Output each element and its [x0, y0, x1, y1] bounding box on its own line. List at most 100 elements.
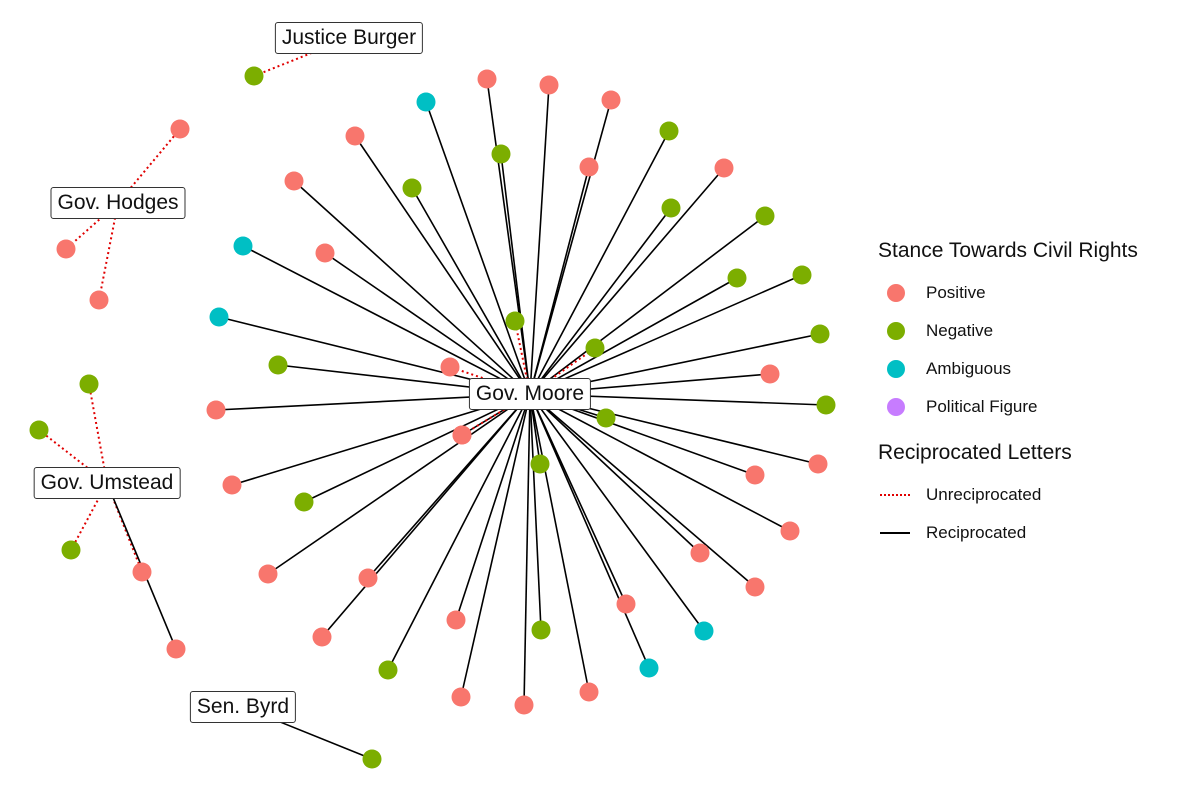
- node-positive: [440, 357, 460, 377]
- node-ambiguous: [416, 92, 436, 112]
- edge-unreciprocated-hodges: [98, 202, 119, 301]
- edge-reciprocated-moore: [242, 245, 531, 395]
- legend-item-negative: Negative: [878, 312, 1138, 350]
- node-positive: [579, 157, 599, 177]
- node-layer: [29, 66, 836, 769]
- legend-item-unreciprocated: Unreciprocated: [878, 476, 1138, 514]
- edge-reciprocated-moore: [425, 101, 531, 395]
- node-negative: [491, 144, 511, 164]
- node-positive: [745, 465, 765, 485]
- legend-item-positive: Positive: [878, 274, 1138, 312]
- legend-item-political: Political Figure: [878, 388, 1138, 426]
- edge-reciprocated-moore: [529, 130, 670, 395]
- hub-label-burger: Justice Burger: [274, 22, 424, 54]
- node-negative: [29, 420, 49, 440]
- legend-item-ambiguous: Ambiguous: [878, 350, 1138, 388]
- node-negative: [294, 492, 314, 512]
- edge-unreciprocated-moore: [529, 347, 596, 395]
- edge-reciprocated-moore: [293, 180, 531, 395]
- legend-label-positive: Positive: [926, 283, 986, 302]
- node-positive: [284, 171, 304, 191]
- edge-reciprocated-moore: [529, 167, 725, 395]
- edge-reciprocated-moore: [324, 252, 531, 395]
- node-positive: [170, 119, 190, 139]
- legend-label-unreciprocated: Unreciprocated: [926, 485, 1042, 504]
- node-positive: [451, 687, 471, 707]
- edge-reciprocated-moore: [529, 393, 590, 693]
- node-negative: [810, 324, 830, 344]
- node-ambiguous: [233, 236, 253, 256]
- node-positive: [358, 568, 378, 588]
- legend-dot-positive: [887, 284, 905, 302]
- node-negative: [79, 374, 99, 394]
- legend-dot-ambiguous: [887, 360, 905, 378]
- edge-unreciprocated-umstead: [38, 429, 108, 484]
- edge-reciprocated-moore: [529, 274, 803, 395]
- legend-label-reciprocated: Reciprocated: [926, 523, 1027, 542]
- edge-reciprocated-moore: [529, 393, 705, 632]
- legend-dot-negative: [887, 322, 905, 340]
- legend: Stance Towards Civil Rights Positive Neg…: [878, 238, 1138, 552]
- edge-reciprocated-moore: [529, 166, 590, 395]
- node-negative: [792, 265, 812, 285]
- node-positive: [222, 475, 242, 495]
- edge-reciprocated-moore: [411, 187, 531, 395]
- node-positive: [477, 69, 497, 89]
- node-positive: [780, 521, 800, 541]
- node-positive: [714, 158, 734, 178]
- node-positive: [760, 364, 780, 384]
- node-positive: [808, 454, 828, 474]
- node-negative: [727, 268, 747, 288]
- edge-reciprocated-moore: [523, 393, 531, 706]
- node-negative: [816, 395, 836, 415]
- node-positive: [56, 239, 76, 259]
- node-ambiguous: [639, 658, 659, 678]
- node-negative: [244, 66, 264, 86]
- edge-reciprocated-moore: [529, 393, 542, 631]
- node-positive: [579, 682, 599, 702]
- edge-reciprocated-moore: [529, 84, 550, 395]
- edge-reciprocated-moore: [321, 393, 531, 638]
- legend-item-reciprocated: Reciprocated: [878, 514, 1138, 552]
- node-positive: [745, 577, 765, 597]
- node-positive: [446, 610, 466, 630]
- node-negative: [596, 408, 616, 428]
- node-negative: [268, 355, 288, 375]
- node-positive: [539, 75, 559, 95]
- node-negative: [659, 121, 679, 141]
- node-negative: [378, 660, 398, 680]
- edge-reciprocated-moore: [529, 215, 766, 395]
- node-negative: [362, 749, 382, 769]
- node-positive: [166, 639, 186, 659]
- edge-reciprocated-moore: [529, 393, 701, 554]
- edge-reciprocated-moore: [486, 78, 531, 395]
- edge-unreciprocated-moore: [449, 366, 531, 395]
- legend-line-unreciprocated: [880, 494, 910, 496]
- edge-reciprocated-moore: [303, 393, 531, 503]
- node-negative: [585, 338, 605, 358]
- edge-reciprocated-moore: [529, 277, 738, 395]
- edge-layer: [38, 37, 827, 760]
- legend-stance-title: Stance Towards Civil Rights: [878, 239, 1138, 262]
- node-negative: [505, 311, 525, 331]
- node-negative: [530, 454, 550, 474]
- node-positive: [601, 90, 621, 110]
- node-positive: [315, 243, 335, 263]
- edge-reciprocated-moore: [529, 393, 650, 669]
- hub-label-moore: Gov. Moore: [468, 378, 592, 410]
- node-positive: [312, 627, 332, 647]
- node-positive: [514, 695, 534, 715]
- node-negative: [531, 620, 551, 640]
- node-positive: [690, 543, 710, 563]
- legend-dot-political: [887, 398, 905, 416]
- edge-unreciprocated-burger: [253, 37, 350, 77]
- node-negative: [61, 540, 81, 560]
- edge-reciprocated-moore: [500, 153, 531, 395]
- legend-label-political: Political Figure: [926, 397, 1038, 416]
- node-positive: [452, 425, 472, 445]
- edge-unreciprocated-moore: [461, 393, 531, 436]
- legend-letters-title: Reciprocated Letters: [878, 441, 1072, 464]
- edge-reciprocated-moore: [529, 207, 672, 395]
- hub-label-hodges: Gov. Hodges: [50, 187, 186, 219]
- node-positive: [345, 126, 365, 146]
